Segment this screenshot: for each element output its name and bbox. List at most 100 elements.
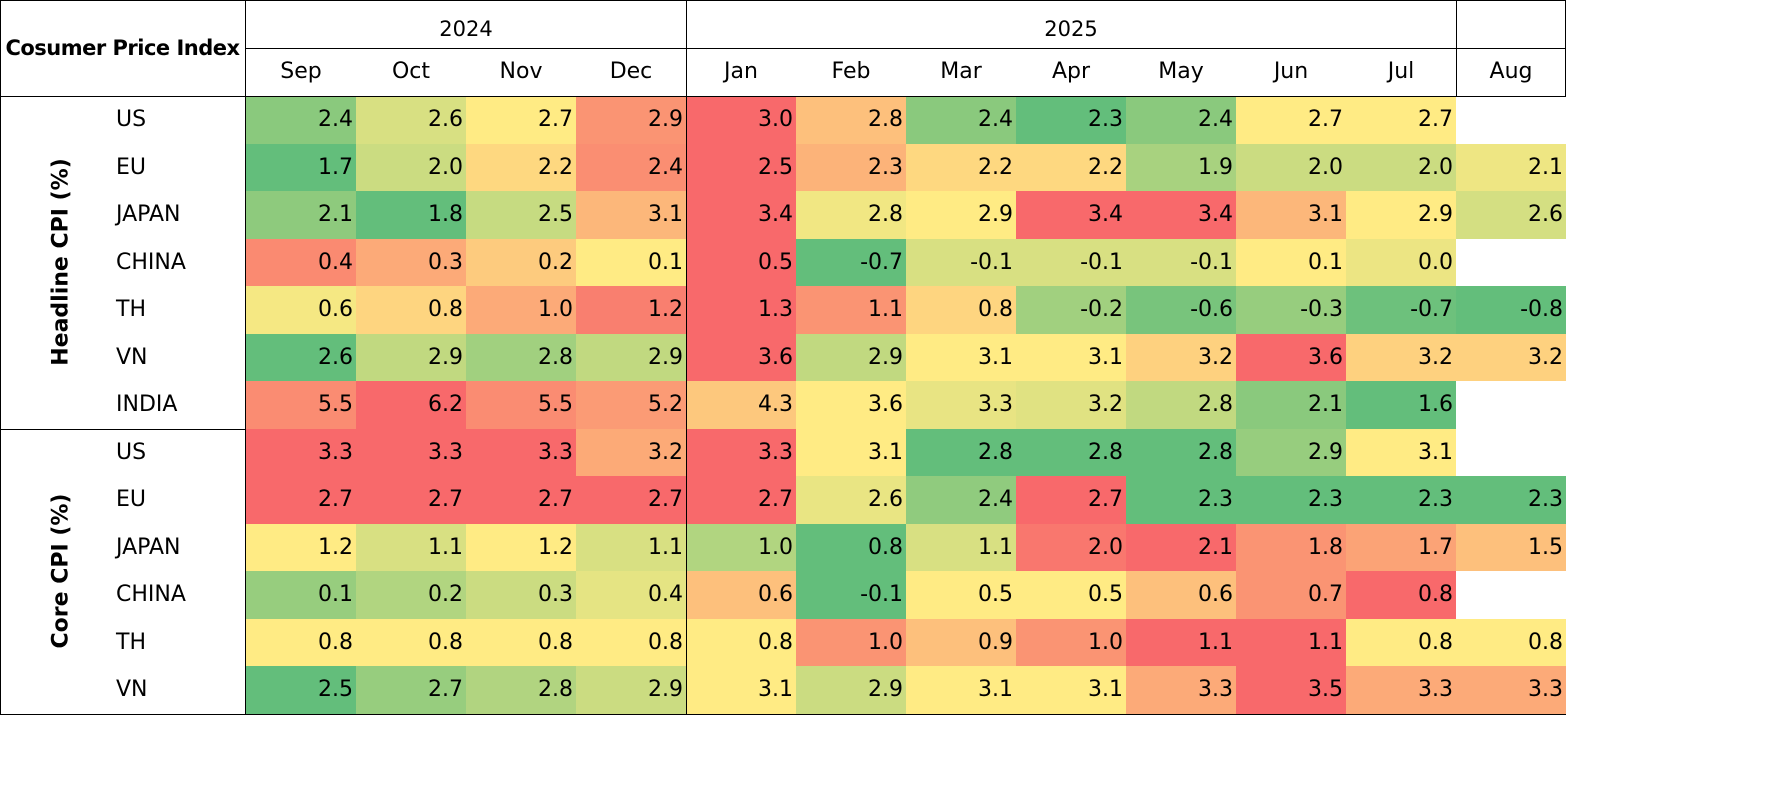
month-header: Sep <box>280 59 322 84</box>
heatmap-cell: 1.8 <box>1236 523 1346 571</box>
country-label: US <box>116 107 147 132</box>
heatmap-cell: 3.3 <box>1456 666 1566 714</box>
group-label: Core CPI (%) <box>48 493 73 649</box>
heatmap-cell: 2.7 <box>576 476 686 524</box>
heatmap-cell: 1.1 <box>356 523 466 571</box>
heatmap-cell: 0.1 <box>576 238 686 286</box>
heatmap-cell: 2.2 <box>466 143 576 191</box>
country-label: EU <box>116 487 147 512</box>
country-label: TH <box>116 297 146 322</box>
heatmap-cell: 1.0 <box>796 618 906 666</box>
heatmap-cell: 2.3 <box>796 143 906 191</box>
table-border <box>0 96 1566 97</box>
month-header: Nov <box>499 59 543 84</box>
cpi-heatmap-table: Cosumer Price Index 2024 2025 Sep Oct Nov Dec… <box>0 0 1566 715</box>
heatmap-cell: 1.1 <box>1236 618 1346 666</box>
country-label: EU <box>116 154 147 180</box>
heatmap-cell: 3.3 <box>1126 666 1236 714</box>
heatmap-cell: 3.3 <box>466 428 576 476</box>
table-border <box>686 0 687 715</box>
month-header: Jan <box>724 59 758 84</box>
country-label: JAPAN <box>116 534 181 560</box>
heatmap-cell: 0.8 <box>576 618 686 666</box>
heatmap-cell: 3.1 <box>1016 666 1126 714</box>
heatmap-cell: 2.7 <box>686 476 796 524</box>
month-header: Apr <box>1051 59 1091 84</box>
heatmap-cell: 2.7 <box>1346 96 1456 144</box>
heatmap-cell: 1.1 <box>576 523 686 571</box>
heatmap-cell: 3.3 <box>1346 666 1456 714</box>
heatmap-cell: 2.1 <box>1456 143 1566 191</box>
heatmap-cell: 2.3 <box>1236 476 1346 524</box>
heatmap-cell: 2.1 <box>246 191 356 239</box>
heatmap-cell: 0.2 <box>466 238 576 286</box>
table-border <box>245 0 246 715</box>
year-header: 2024 <box>439 17 493 41</box>
heatmap-cell: 1.8 <box>356 191 466 239</box>
heatmap-cell: -0.6 <box>1126 286 1236 334</box>
heatmap-cell: -0.1 <box>1126 238 1236 286</box>
heatmap-cell: 0.8 <box>1456 618 1566 666</box>
heatmap-cell: 1.9 <box>1126 143 1236 191</box>
heatmap-cell: 2.9 <box>356 333 466 381</box>
heatmap-cell: 3.5 <box>1236 666 1346 714</box>
heatmap-cell: 2.7 <box>356 476 466 524</box>
country-label: TH <box>116 629 146 655</box>
heatmap-cell: 1.7 <box>1346 523 1456 571</box>
heatmap-cell: 0.8 <box>906 286 1016 334</box>
table-border <box>0 0 1566 1</box>
month-header: Oct <box>391 59 431 84</box>
country-label: JAPAN <box>116 202 181 227</box>
heatmap-cell: 3.1 <box>576 191 686 239</box>
heatmap-cell: 2.8 <box>1016 428 1126 476</box>
heatmap-cell: 2.8 <box>466 333 576 381</box>
heatmap-cell: 2.4 <box>576 143 686 191</box>
heatmap-cell: 2.4 <box>906 476 1016 524</box>
heatmap-cell: 2.8 <box>796 96 906 144</box>
group-label: Headline CPI (%) <box>48 158 73 367</box>
heatmap-cell: -0.7 <box>796 238 906 286</box>
heatmap-cell: 3.3 <box>906 381 1016 429</box>
heatmap-cell: 0.8 <box>1346 618 1456 666</box>
heatmap-cell: 3.3 <box>356 428 466 476</box>
heatmap-cell: 2.3 <box>1346 476 1456 524</box>
heatmap-cell: 2.1 <box>1236 381 1346 429</box>
heatmap-cell: 3.1 <box>906 666 1016 714</box>
heatmap-cell: 0.8 <box>796 523 906 571</box>
country-label: CHINA <box>116 249 186 275</box>
month-header: Feb <box>831 59 871 84</box>
heatmap-cell: 3.1 <box>796 428 906 476</box>
heatmap-cell: 2.0 <box>1016 523 1126 571</box>
month-header: Jun <box>1273 59 1309 84</box>
heatmap-cell: 2.8 <box>466 666 576 714</box>
country-label: CHINA <box>116 582 186 607</box>
heatmap-cell: 2.7 <box>246 476 356 524</box>
heatmap-cell: 0.4 <box>246 238 356 286</box>
heatmap-cell: 3.6 <box>686 333 796 381</box>
heatmap-cell: 3.4 <box>1126 191 1236 239</box>
country-label: INDIA <box>116 392 178 417</box>
heatmap-cell: 0.6 <box>1126 571 1236 619</box>
heatmap-cell: 5.5 <box>466 381 576 429</box>
heatmap-cell <box>1456 429 1566 477</box>
heatmap-cell: 0.3 <box>466 571 576 619</box>
heatmap-cell: 3.4 <box>1016 191 1126 239</box>
heatmap-cell: -0.1 <box>906 238 1016 286</box>
table-border <box>0 428 246 430</box>
heatmap-cell: 1.2 <box>246 523 356 571</box>
heatmap-cell: 2.9 <box>576 666 686 714</box>
country-label: US <box>116 439 147 465</box>
heatmap-cell: 0.9 <box>906 618 1016 666</box>
heatmap-cell: 3.2 <box>1346 333 1456 381</box>
heatmap-cell: 2.4 <box>1126 96 1236 144</box>
heatmap-cell: 0.8 <box>356 618 466 666</box>
heatmap-cell: 0.2 <box>356 571 466 619</box>
heatmap-cell: 2.3 <box>1456 476 1566 524</box>
heatmap-cell: 2.9 <box>796 666 906 714</box>
heatmap-cell: 3.6 <box>796 381 906 429</box>
heatmap-cell: 1.0 <box>1016 618 1126 666</box>
heatmap-cell: 3.2 <box>1456 333 1566 381</box>
heatmap-cell: 1.1 <box>906 523 1016 571</box>
heatmap-cell: 3.1 <box>686 666 796 714</box>
heatmap-cell: 6.2 <box>356 381 466 429</box>
